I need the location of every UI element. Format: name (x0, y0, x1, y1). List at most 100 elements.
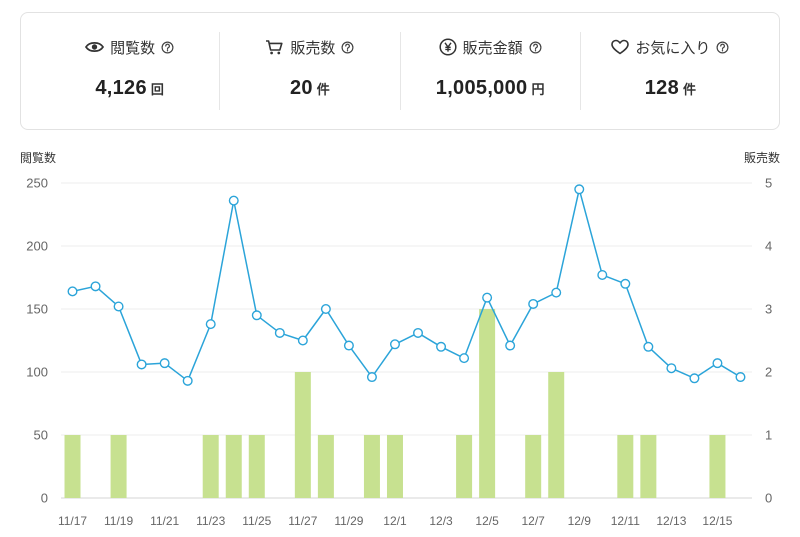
stat-value: 128 件 (645, 77, 696, 107)
x-tick-label: 12/3 (429, 514, 453, 528)
x-tick-label: 12/1 (383, 514, 407, 528)
sales-bar (617, 435, 634, 498)
x-tick-label: 11/19 (104, 514, 133, 528)
yen-circle-icon (439, 38, 457, 56)
left-tick-label: 100 (26, 365, 48, 380)
right-tick-label: 5 (765, 176, 772, 191)
x-tick-label: 12/9 (568, 514, 592, 528)
cart-icon (265, 39, 284, 55)
x-tick-label: 11/29 (334, 514, 363, 528)
stat-unit: 件 (683, 82, 697, 97)
sales-bar (294, 372, 311, 498)
views-point (67, 286, 78, 297)
help-icon[interactable] (341, 41, 354, 54)
x-tick-label: 11/17 (58, 514, 87, 528)
help-icon[interactable] (161, 41, 174, 54)
stat-number: 1,005,000 (435, 77, 528, 99)
stat-unit: 円 (531, 82, 545, 97)
sales-bar (317, 435, 334, 498)
right-tick-label: 1 (765, 428, 772, 443)
stat-value: 1,005,000 円 (436, 77, 545, 107)
sales-bar (110, 435, 127, 498)
views-point (228, 195, 239, 206)
stat-views: 閲覧数 4,126 回 (40, 32, 219, 110)
right-axis-ticks: 0 1 2 3 4 5 (765, 176, 772, 506)
views-point (413, 327, 424, 338)
right-tick-label: 4 (765, 239, 772, 254)
x-tick-label: 12/13 (656, 514, 686, 528)
views-point (505, 340, 516, 351)
stat-value: 20 件 (290, 77, 330, 107)
sales-bar (709, 435, 726, 498)
stat-header: 閲覧数 (85, 32, 174, 62)
views-point (366, 372, 377, 383)
help-icon[interactable] (716, 41, 729, 54)
help-icon[interactable] (529, 41, 542, 54)
sales-bar (525, 435, 542, 498)
eye-icon (85, 40, 105, 54)
views-point (113, 301, 124, 312)
views-point (274, 327, 285, 338)
x-tick-label: 12/7 (522, 514, 546, 528)
x-tick-label: 12/5 (475, 514, 499, 528)
views-point (666, 363, 677, 374)
right-tick-label: 0 (765, 491, 772, 506)
stat-header: 販売数 (265, 32, 354, 62)
sales-bar (225, 435, 242, 498)
views-point (389, 339, 400, 350)
views-point (182, 375, 193, 386)
sales-bar (363, 435, 380, 498)
stat-header: 販売金額 (439, 32, 542, 62)
right-tick-label: 2 (765, 365, 772, 380)
views-point (251, 310, 262, 321)
left-axis-title: 閲覧数 (20, 150, 56, 165)
stat-label: お気に入り (635, 39, 711, 57)
views-point (528, 298, 539, 309)
x-tick-label: 12/11 (611, 514, 640, 528)
views-point (459, 353, 470, 364)
stat-unit: 件 (316, 82, 330, 97)
stat-number: 20 (289, 77, 313, 99)
views-point (320, 303, 331, 314)
sales-bar (640, 435, 657, 498)
views-point (297, 335, 308, 346)
stat-label: 販売金額 (462, 39, 523, 57)
views-point (735, 372, 746, 383)
views-point (689, 373, 700, 384)
left-tick-label: 0 (41, 491, 48, 506)
left-tick-label: 50 (34, 428, 48, 443)
heart-icon (611, 39, 630, 55)
sales-bar (548, 372, 565, 498)
left-axis-ticks: 0 50 100 150 200 250 (26, 176, 48, 506)
left-tick-label: 200 (26, 239, 48, 254)
views-line (72, 188, 741, 382)
stats-card: 閲覧数 4,126 回 (20, 12, 780, 130)
views-point (90, 281, 101, 292)
views-point (712, 358, 723, 369)
views-point (136, 359, 147, 370)
stat-number: 4,126 (95, 77, 147, 99)
views-point (551, 287, 562, 298)
stat-unit: 回 (150, 82, 164, 97)
views-point (159, 358, 170, 369)
stat-label: 販売数 (290, 39, 336, 57)
views-point (597, 269, 608, 280)
views-points (67, 184, 746, 386)
sales-bar (479, 309, 496, 498)
views-line-group (72, 188, 741, 382)
stat-revenue: 販売金額 1,005,000 円 (399, 32, 580, 110)
views-point (205, 319, 216, 330)
stat-value: 4,126 回 (95, 77, 164, 107)
views-point (574, 184, 585, 195)
sales-bar (248, 435, 265, 498)
sales-bar (386, 435, 403, 498)
left-tick-label: 150 (26, 302, 48, 317)
views-point (620, 278, 631, 289)
x-tick-label: 11/21 (150, 514, 179, 528)
x-tick-label: 11/23 (196, 514, 225, 528)
right-tick-label: 3 (765, 302, 772, 317)
stat-sales: 販売数 20 件 (219, 32, 399, 110)
x-tick-label: 12/15 (702, 514, 732, 528)
x-tick-label: 11/27 (288, 514, 317, 528)
